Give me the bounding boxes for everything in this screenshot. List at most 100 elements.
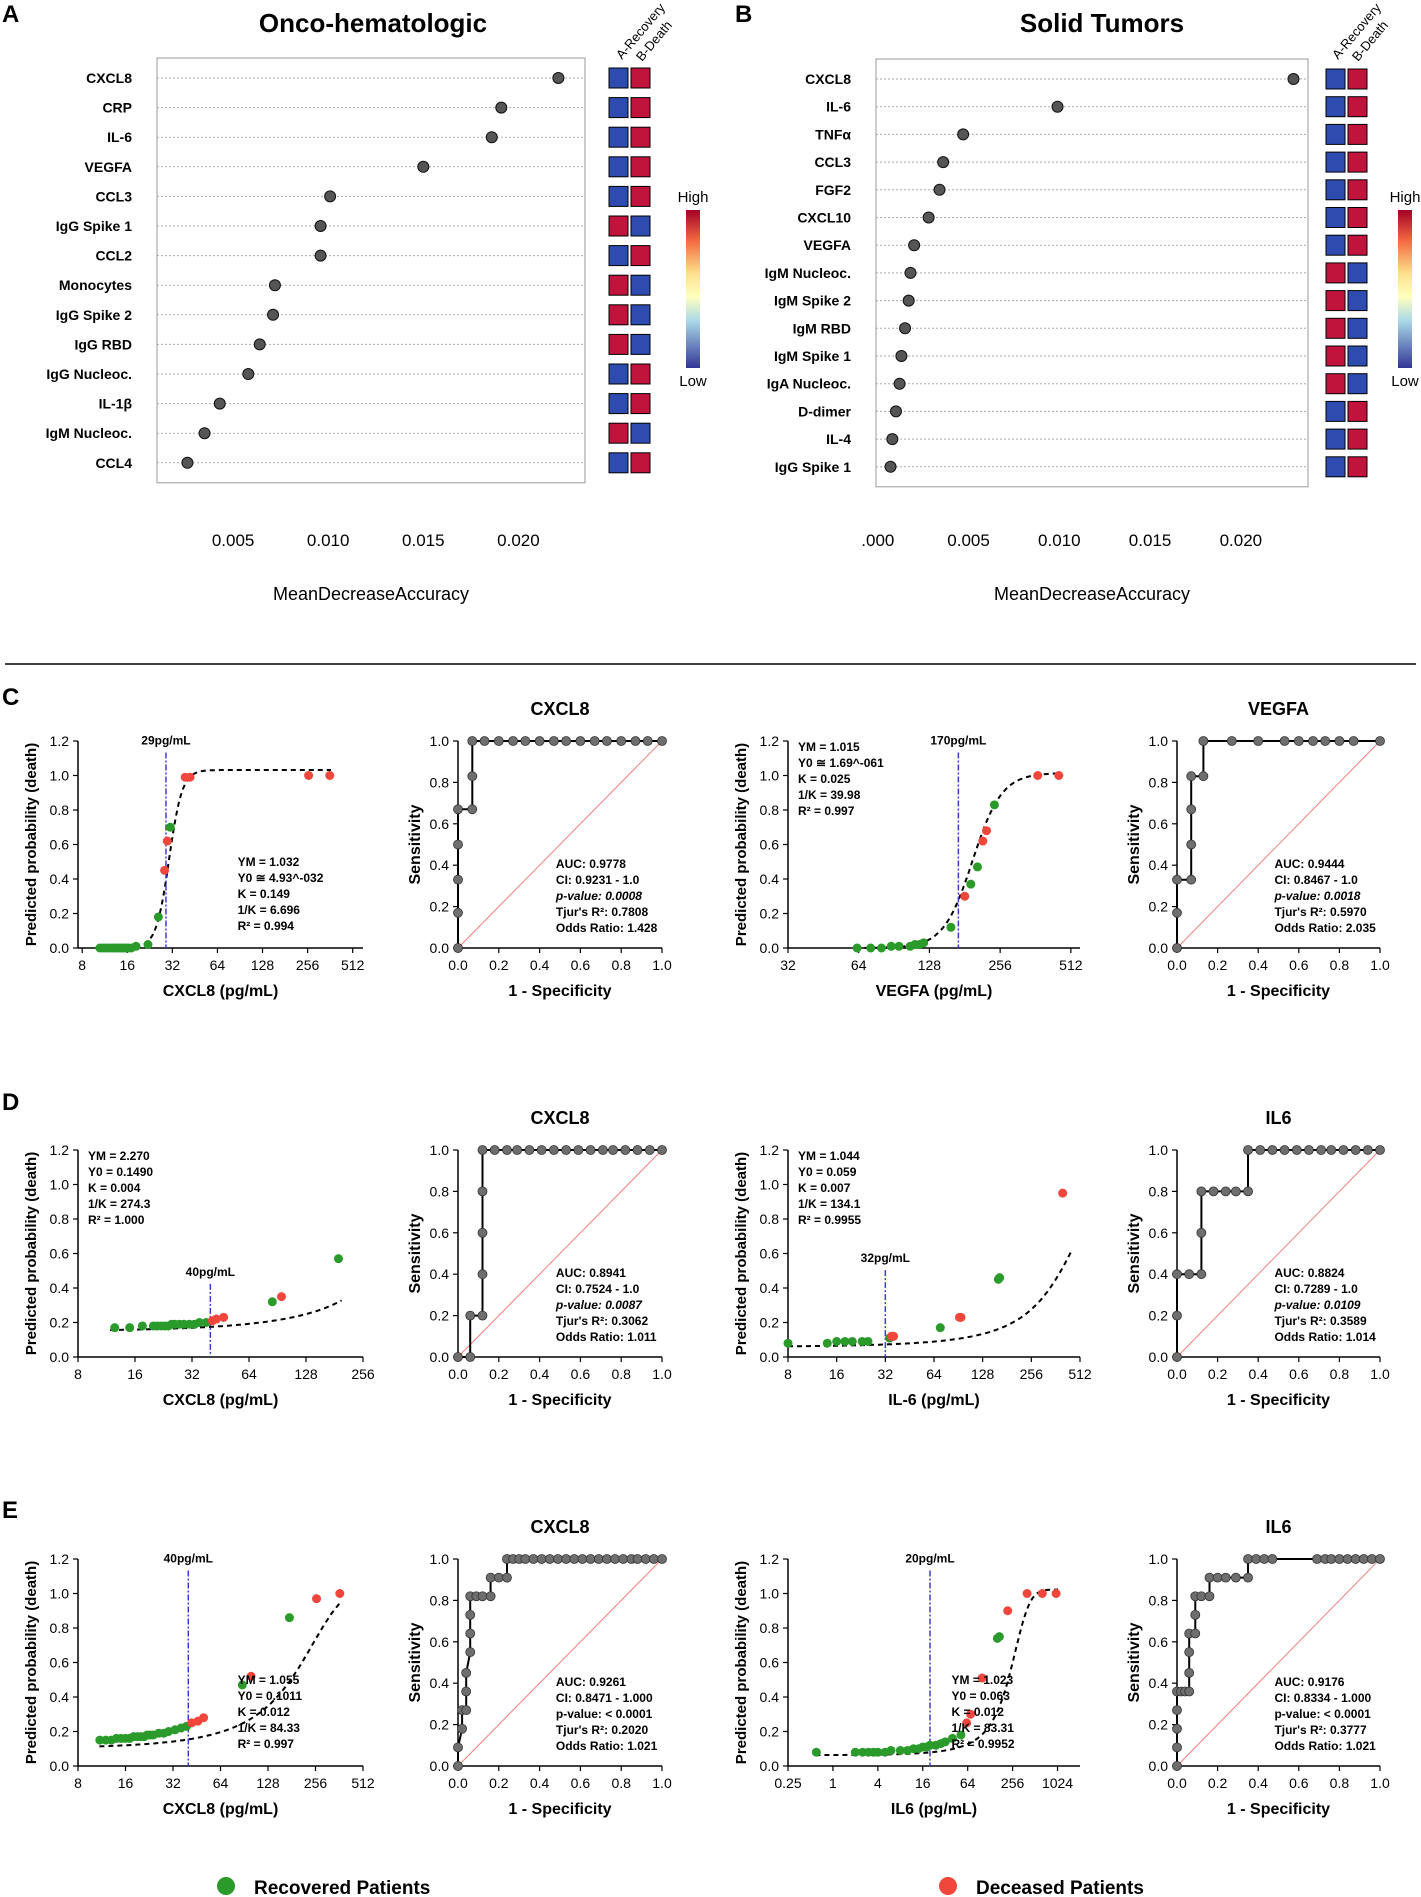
y-axis-label: Predicted probability (death) bbox=[23, 743, 40, 946]
roc-point bbox=[453, 874, 463, 885]
roc-stat: p-value: < 0.0001 bbox=[1274, 1707, 1371, 1721]
importance-point bbox=[213, 397, 226, 410]
roc-point bbox=[1172, 1761, 1182, 1771]
recovered-point bbox=[895, 1745, 905, 1755]
heat-cell-death bbox=[1347, 428, 1368, 450]
x-tick-label: .000 bbox=[861, 531, 894, 550]
heat-cell-death bbox=[630, 185, 651, 207]
importance-point bbox=[268, 279, 281, 292]
x-tick-label: 8 bbox=[78, 957, 86, 973]
roc-point bbox=[453, 943, 463, 953]
heat-cell-recovery bbox=[1325, 234, 1346, 256]
feature-label: CCL2 bbox=[95, 248, 132, 264]
x-axis-label: MeanDecreaseAccuracy bbox=[994, 584, 1190, 604]
roc-point bbox=[1259, 1554, 1270, 1564]
heat-cell-recovery bbox=[1325, 207, 1346, 228]
heat-cell-recovery bbox=[608, 393, 629, 415]
y-tick-label: 0.2 bbox=[50, 1315, 70, 1331]
heat-cell-death bbox=[1347, 317, 1368, 339]
roc-point bbox=[644, 1145, 655, 1155]
fit-stat: K = 0.012 bbox=[238, 1705, 291, 1719]
roc-point bbox=[465, 1609, 476, 1620]
roc-stat: Odds Ratio: 1.021 bbox=[556, 1739, 658, 1753]
recovered-point bbox=[956, 1730, 966, 1740]
roc-point bbox=[1184, 1667, 1195, 1678]
x-tick-label: 64 bbox=[210, 957, 226, 973]
y-tick-label: 1.2 bbox=[50, 1142, 70, 1158]
deceased-point bbox=[956, 1312, 966, 1322]
x-tick-label: 32 bbox=[780, 957, 796, 973]
roc-point bbox=[657, 1554, 667, 1564]
x-tick-label: 0.4 bbox=[1248, 1366, 1268, 1382]
roc-stat: p-value: 0.0109 bbox=[1273, 1298, 1360, 1312]
roc-chart-e_roc2: IL6 0.00.0 0.2 0.2 0.4 0.4 0.6 0.6 0.8 0.8 1.0 1.0 1… bbox=[1126, 1517, 1390, 1818]
roc-point bbox=[1196, 1591, 1207, 1602]
roc-point bbox=[485, 1572, 496, 1583]
roc-point bbox=[1172, 874, 1182, 885]
x-axis-label: 1 - Specificity bbox=[508, 1392, 611, 1409]
roc-point bbox=[453, 1761, 463, 1771]
deceased-point bbox=[1054, 771, 1064, 780]
roc-point bbox=[485, 1591, 496, 1602]
roc-point bbox=[1304, 1145, 1314, 1155]
importance-point bbox=[417, 160, 430, 173]
x-tick-label: 256 bbox=[988, 957, 1012, 973]
feature-label: CCL3 bbox=[95, 188, 132, 204]
y-tick-label: 1.0 bbox=[1149, 1142, 1169, 1158]
roc-point bbox=[1204, 1591, 1215, 1602]
roc-chart-e_roc1: CXCL8 0.00.0 0.2 0.2 0.4 0.4 0.6 0.6 0.8 0.8 1.0 1.… bbox=[407, 1517, 672, 1818]
recovered-point bbox=[267, 1297, 277, 1307]
y-tick-label: 0.6 bbox=[1149, 816, 1169, 832]
y-tick-label: 0.0 bbox=[430, 1349, 450, 1365]
heat-cell-recovery bbox=[608, 156, 629, 178]
roc-chart-d_roc2: IL6 0.00.0 0.2 0.2 0.4 0.4 0.6 0.6 0.8 0.8 1.0 1.0 1… bbox=[1126, 1108, 1390, 1409]
y-tick-label: 0.2 bbox=[50, 906, 70, 922]
x-tick-label: 16 bbox=[118, 1775, 134, 1791]
y-tick-label: 0.8 bbox=[1149, 774, 1169, 790]
roc-point bbox=[1196, 1227, 1207, 1238]
roc-point bbox=[553, 1554, 563, 1564]
logistic-chart-c_log1: 0.0 0.2 0.4 0.6 0.8 1.0 1.2 8 16 32 64 128 256 512 CXC… bbox=[23, 733, 365, 1000]
y-tick-label: 0.8 bbox=[1149, 1183, 1169, 1199]
roc-point bbox=[585, 1554, 596, 1564]
heat-cell-recovery bbox=[608, 422, 629, 444]
deceased-point bbox=[1058, 1188, 1068, 1198]
recovered-point bbox=[947, 1733, 957, 1743]
recovered-point bbox=[811, 1747, 821, 1757]
x-tick-label: 0.015 bbox=[1129, 531, 1172, 550]
recovered-legend-dot bbox=[217, 1877, 235, 1895]
y-tick-label: 0.0 bbox=[430, 1758, 450, 1774]
x-tick-label: 0.6 bbox=[1289, 1775, 1309, 1791]
y-tick-label: 0.6 bbox=[50, 837, 70, 853]
y-tick-label: 1.2 bbox=[50, 733, 70, 749]
y-tick-label: 0.8 bbox=[430, 774, 450, 790]
logistic-chart-e_log1: 0.0 0.2 0.4 0.6 0.8 1.0 1.2 8 16 32 64 128 256 512 CXC… bbox=[23, 1551, 375, 1818]
y-axis-label: Sensitivity bbox=[1126, 804, 1143, 884]
roc-point bbox=[610, 1554, 620, 1564]
roc-point bbox=[467, 736, 478, 746]
heat-cell-recovery bbox=[608, 304, 629, 326]
roc-point bbox=[465, 1628, 476, 1639]
y-tick-label: 1.0 bbox=[430, 1551, 450, 1567]
roc-point bbox=[453, 1742, 463, 1753]
y-tick-label: 0.0 bbox=[50, 1349, 70, 1365]
heat-cell-recovery bbox=[608, 363, 629, 385]
roc-point bbox=[524, 1145, 535, 1155]
y-tick-label: 1.0 bbox=[1149, 733, 1169, 749]
recovered-point bbox=[137, 1321, 147, 1331]
importance-point bbox=[957, 128, 970, 141]
recovered-point bbox=[966, 879, 976, 889]
roc-stat: Tjur's R²: 0.3062 bbox=[556, 1314, 649, 1328]
recovered-point bbox=[863, 1336, 873, 1346]
logistic-chart-e_log2: 0.0 0.2 0.4 0.6 0.8 1.0 1.2 0.25 1 4 16 64 256 1024 IL… bbox=[733, 1551, 1080, 1818]
y-tick-label: 0.8 bbox=[1149, 1592, 1169, 1608]
recovered-point bbox=[995, 1273, 1005, 1283]
heat-cell-death bbox=[1347, 207, 1368, 228]
fit-stat: YM = 1.015 bbox=[798, 740, 860, 754]
x-tick-label: 64 bbox=[851, 957, 867, 973]
deceased-point bbox=[978, 836, 988, 846]
roc-stat: CI: 0.9231 - 1.0 bbox=[556, 873, 640, 887]
fit-curve bbox=[99, 1600, 343, 1748]
roc-point bbox=[1308, 736, 1318, 746]
recovered-point bbox=[125, 1323, 135, 1333]
